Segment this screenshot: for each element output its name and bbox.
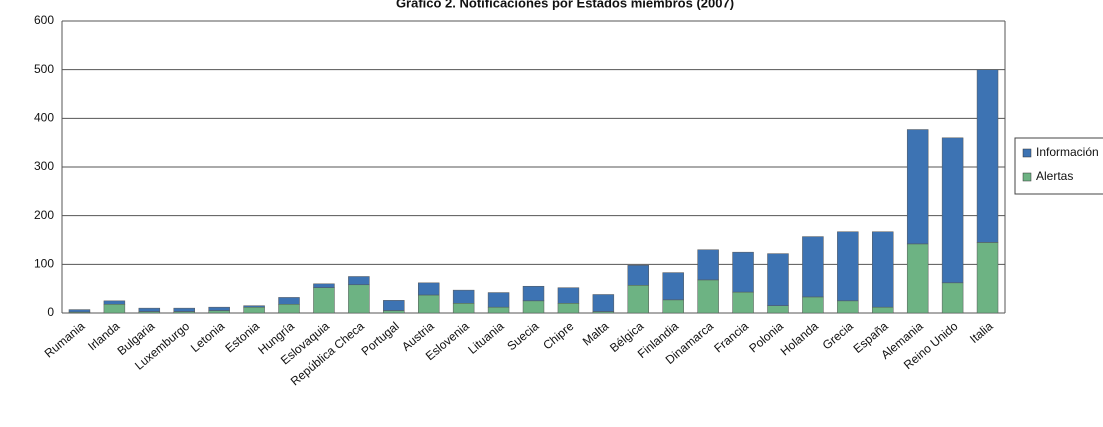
x-tick-label: Rumania (42, 319, 88, 361)
chart-title: Gráfico 2. Notificaciones por Estados mi… (396, 0, 734, 10)
x-tick-label: Holanda (778, 319, 821, 359)
legend-swatch (1022, 172, 1032, 182)
bar-segment (313, 283, 335, 288)
bar-segment (557, 287, 580, 304)
bar-segment (662, 272, 684, 301)
x-tick-label: Estonia (222, 319, 262, 356)
bar-segment (208, 306, 230, 311)
bar-segment (732, 251, 754, 293)
legend-label: Información (1036, 145, 1099, 159)
bar-segment (383, 300, 405, 311)
bar-segment (417, 282, 440, 296)
bar-segment (173, 307, 195, 312)
x-tick-label: Lituania (465, 319, 506, 357)
legend-box (1014, 137, 1103, 195)
bar-segment (348, 276, 370, 286)
legend-label: Alertas (1036, 169, 1073, 183)
y-tick-label: 300 (34, 159, 54, 173)
y-tick-label: 600 (34, 13, 54, 27)
x-tick-label: Chipre (540, 319, 576, 353)
x-tick-label: Grecia (820, 319, 856, 353)
bar-segment (522, 300, 545, 314)
bar-segment (348, 284, 370, 314)
bar-segment (767, 253, 789, 306)
bar-segment (278, 297, 300, 305)
x-tick-label: Letonia (188, 319, 227, 355)
bar-segment (627, 265, 650, 286)
bar-segment (976, 69, 999, 243)
bar-segment (313, 287, 335, 314)
bar-segment (208, 310, 230, 314)
bar-segment (103, 303, 126, 314)
bar-segment (662, 299, 684, 314)
bar-segment (452, 303, 475, 314)
bar-segment (697, 249, 719, 281)
bar-segment (452, 289, 475, 304)
bar-segment (941, 137, 964, 284)
bar-segment (837, 231, 859, 302)
y-tick-label: 400 (34, 111, 54, 125)
bar-segment (487, 292, 510, 308)
bar-segment (906, 243, 929, 314)
y-tick-label: 0 (47, 305, 54, 319)
bar-segment (417, 294, 440, 314)
bar-segment (627, 285, 650, 314)
bar-segment (383, 310, 405, 314)
bar-segment (68, 309, 91, 313)
bar-segment (697, 279, 719, 314)
bar-segment (802, 296, 824, 314)
bar-segment (487, 306, 510, 314)
x-tick-label: Italia (967, 319, 996, 346)
bar-segment (837, 300, 859, 314)
bar-segment (802, 236, 824, 298)
bar-segment (906, 129, 929, 245)
bar-segment (941, 282, 964, 314)
bar-segment (103, 300, 126, 305)
bar-segment (872, 306, 894, 314)
x-tick-label: Portugal (359, 319, 402, 358)
bar-segment (243, 305, 265, 308)
bar-segment (138, 307, 161, 312)
bar-segment (976, 242, 999, 314)
bar-segment (767, 305, 789, 314)
legend-swatch (1022, 148, 1032, 158)
y-tick-label: 100 (34, 257, 54, 271)
bar-segment (592, 294, 615, 312)
bar-segment (872, 231, 894, 308)
y-tick-label: 200 (34, 208, 54, 222)
bar-segment (732, 291, 754, 314)
y-tick-label: 500 (34, 62, 54, 76)
bar-segment (278, 303, 300, 314)
x-tick-label: Francia (711, 319, 751, 356)
bar-segment (522, 285, 545, 302)
x-tick-label: Suecia (504, 319, 541, 354)
bar-segment (243, 306, 265, 314)
bar-segment (557, 303, 580, 314)
